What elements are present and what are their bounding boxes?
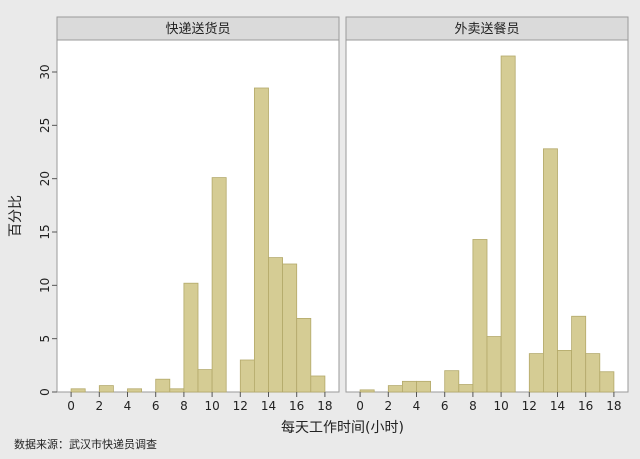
y-tick-label: 30 xyxy=(38,64,52,79)
histogram-bar xyxy=(472,239,488,393)
x-tick-label: 10 xyxy=(204,399,219,413)
x-tick-label: 2 xyxy=(95,399,103,413)
histogram-bar xyxy=(239,359,255,393)
x-tick-label: 18 xyxy=(317,399,332,413)
y-tick-label: 5 xyxy=(38,335,52,343)
panel-title: 外卖送餐员 xyxy=(454,21,519,37)
panel-header xyxy=(345,16,629,41)
x-tick-label: 14 xyxy=(550,399,565,413)
y-tick-label: 15 xyxy=(38,224,52,239)
histogram-bar xyxy=(585,353,601,393)
histogram-bar xyxy=(169,388,185,393)
x-tick-label: 4 xyxy=(413,399,421,413)
x-tick-label: 16 xyxy=(289,399,304,413)
y-tick-label: 20 xyxy=(38,171,52,186)
y-tick-label: 10 xyxy=(38,278,52,293)
x-tick-label: 6 xyxy=(441,399,449,413)
x-axis-title: 每天工作时间(小时) xyxy=(281,420,404,436)
histogram-bar xyxy=(359,389,375,393)
x-tick-label: 0 xyxy=(356,399,364,413)
histogram-bar xyxy=(282,263,298,393)
x-tick-label: 14 xyxy=(261,399,276,413)
panel-header xyxy=(56,16,340,41)
x-tick-label: 4 xyxy=(124,399,132,413)
histogram-bar xyxy=(500,55,516,393)
x-tick-label: 16 xyxy=(578,399,593,413)
histogram-bar xyxy=(458,384,474,393)
histogram-bar xyxy=(571,315,587,393)
histogram-bar xyxy=(211,177,227,393)
x-tick-label: 8 xyxy=(469,399,477,413)
histogram-bar xyxy=(528,353,544,393)
x-tick-label: 2 xyxy=(384,399,392,413)
histogram-bar xyxy=(310,375,326,393)
histogram-bar xyxy=(387,385,403,393)
histogram-bar xyxy=(98,385,114,393)
histogram-bar xyxy=(486,336,502,393)
x-tick-label: 18 xyxy=(606,399,621,413)
histogram-bar xyxy=(183,282,199,393)
histogram-bar xyxy=(416,380,432,393)
histogram-bar xyxy=(444,370,460,393)
histogram-bar xyxy=(599,371,615,393)
source-note: 数据来源：武汉市快递员调查 xyxy=(14,438,157,451)
histogram-bar xyxy=(401,380,417,393)
y-tick-label: 0 xyxy=(38,388,52,396)
histogram-bar xyxy=(155,378,171,393)
histogram-bar xyxy=(253,87,269,393)
panel-title: 快递送货员 xyxy=(165,21,230,37)
histogram-bar xyxy=(296,317,312,393)
x-tick-label: 10 xyxy=(493,399,508,413)
x-tick-label: 0 xyxy=(67,399,75,413)
histogram-bar xyxy=(127,388,142,393)
histogram-bar xyxy=(268,257,284,393)
histogram-bar xyxy=(197,369,213,393)
y-tick-label: 25 xyxy=(38,118,52,133)
y-axis-title: 百分比 xyxy=(8,195,24,237)
x-tick-label: 6 xyxy=(152,399,160,413)
histogram-bar xyxy=(70,388,86,393)
histogram-bar xyxy=(543,148,558,393)
x-tick-label: 12 xyxy=(233,399,248,413)
histogram-bar xyxy=(557,349,573,393)
x-tick-label: 8 xyxy=(180,399,188,413)
x-tick-label: 12 xyxy=(522,399,537,413)
